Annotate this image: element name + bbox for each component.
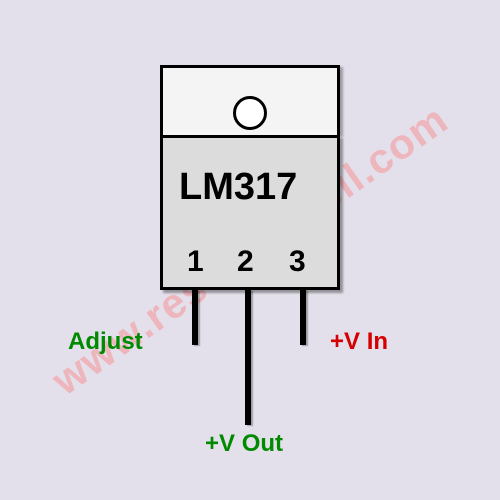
heatsink-tab bbox=[160, 65, 340, 135]
pin-label-vout: +V Out bbox=[205, 430, 283, 458]
pin-number-3: 3 bbox=[289, 245, 306, 279]
lead-pin-2 bbox=[245, 290, 251, 425]
pin-label-vin: +V In bbox=[330, 328, 388, 356]
lead-pin-3 bbox=[300, 290, 306, 345]
pin-label-adjust: Adjust bbox=[68, 328, 143, 356]
package-body: LM317 1 2 3 bbox=[160, 135, 340, 290]
to220-package: LM317 1 2 3 bbox=[160, 65, 340, 290]
pin-number-2: 2 bbox=[237, 245, 254, 279]
pin-number-1: 1 bbox=[187, 245, 204, 279]
lead-pin-1 bbox=[192, 290, 198, 345]
mounting-hole bbox=[233, 96, 267, 130]
part-number-label: LM317 bbox=[179, 166, 297, 209]
